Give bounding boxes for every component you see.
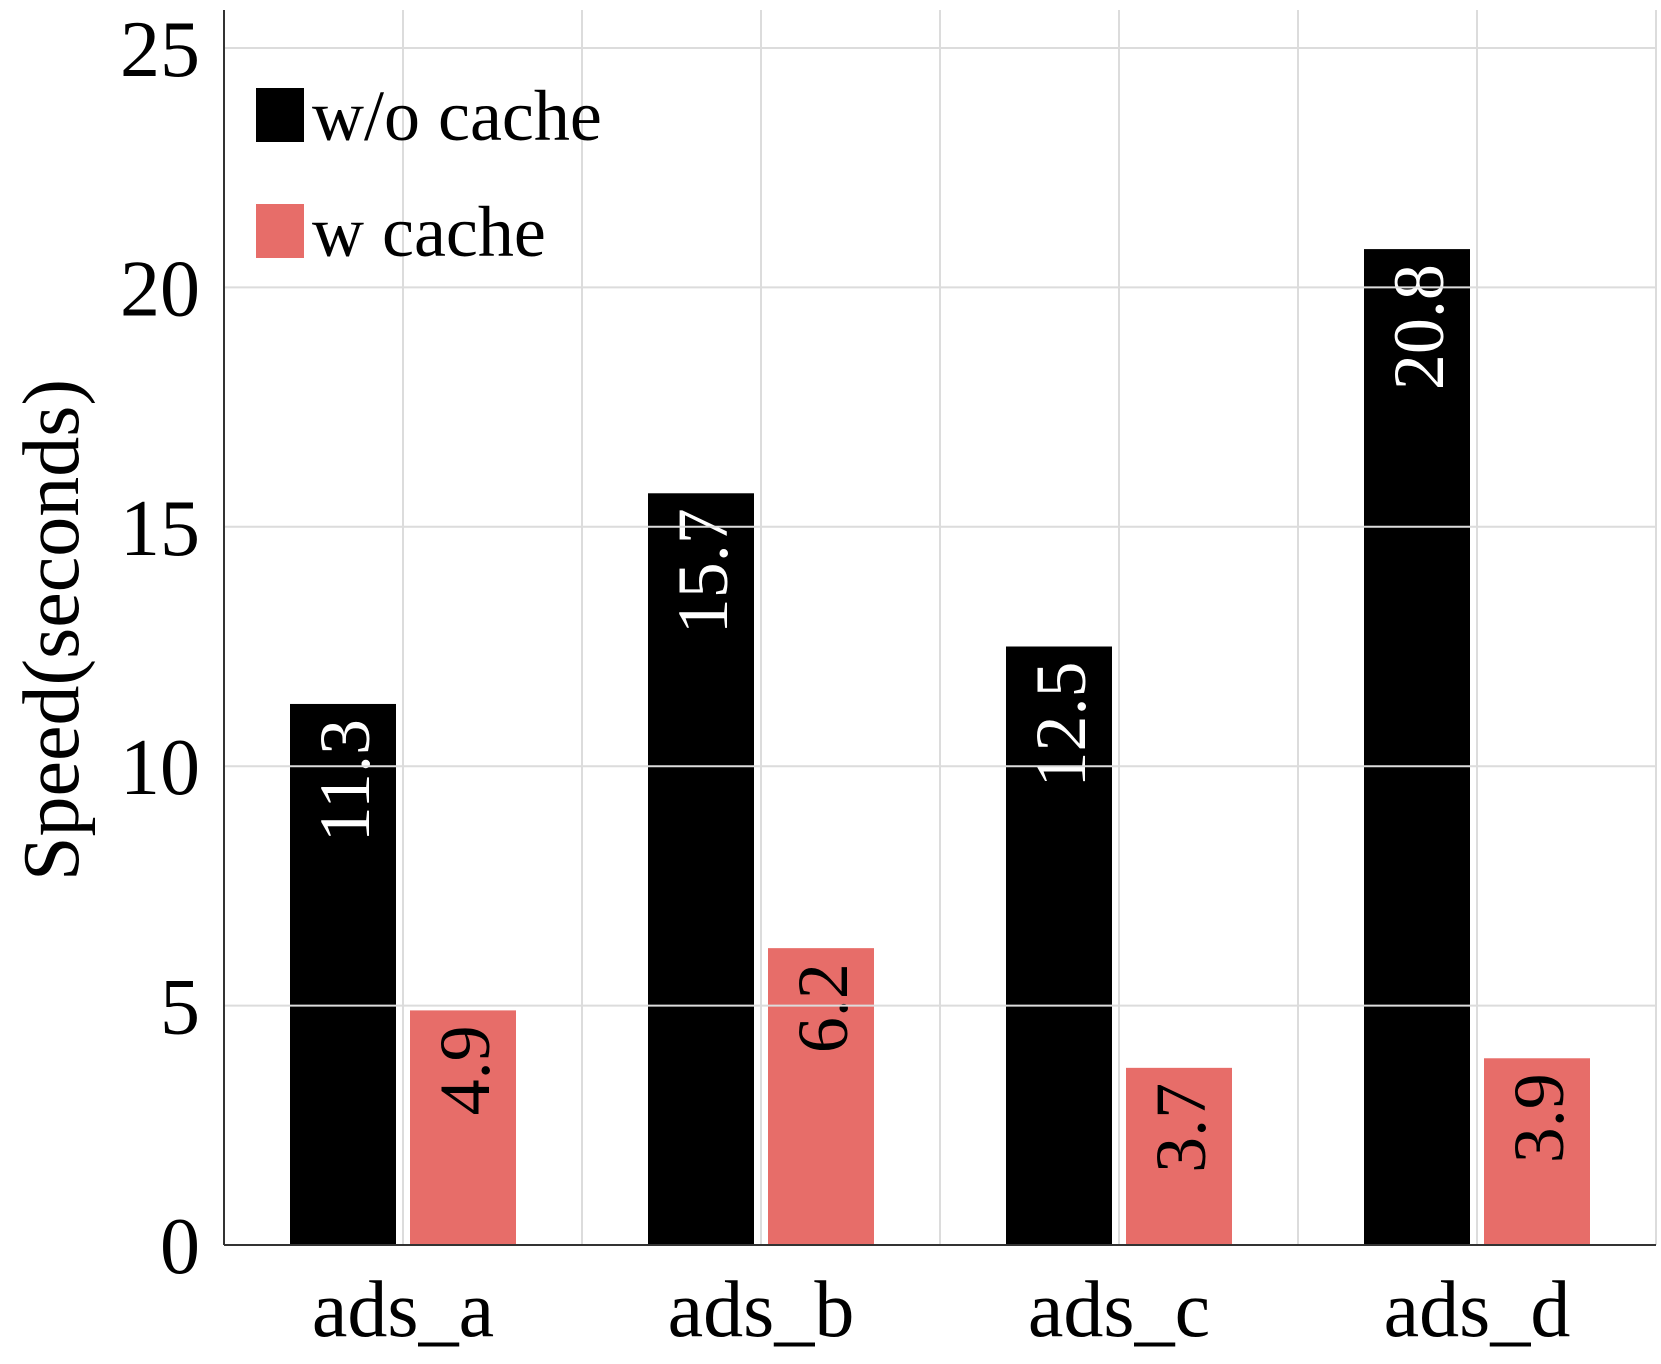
bar-ads_b-with-cache [768,948,874,1245]
data-label: 3.7 [1141,1083,1221,1173]
grid-lines-horizontal [224,47,1656,1007]
bar-ads_b-without-cache [648,493,754,1245]
legend-swatch [256,88,304,142]
bar-ads_a-with-cache [410,1010,516,1245]
data-label: 15.7 [663,508,743,634]
y-tick-label: 25 [120,6,200,94]
bar-ads_c-with-cache [1126,1067,1232,1245]
y-axis-label: Speed(seconds) [8,379,96,881]
y-tick-label: 0 [160,1203,200,1291]
bar-ads_c-without-cache [1006,646,1112,1245]
data-label: 11.3 [305,719,385,842]
legend-swatch [256,204,304,258]
data-label: 12.5 [1021,662,1101,788]
data-label: 6.2 [783,963,863,1053]
bar-ads_d-with-cache [1484,1058,1590,1245]
x-tick-label: ads_b [668,1266,855,1354]
y-tick-label: 5 [160,964,200,1052]
x-tick-label: ads_a [312,1266,494,1354]
data-label: 4.9 [425,1025,505,1115]
x-tick-label: ads_c [1028,1266,1210,1354]
y-tick-label: 15 [120,485,200,573]
x-tick-label: ads_d [1384,1266,1571,1354]
data-label: 20.8 [1379,264,1459,390]
grid-lines [402,10,1657,1245]
legend-label: w cache [312,192,546,272]
bar-ads_a-without-cache [290,703,396,1245]
y-tick-label: 10 [120,724,200,812]
legend: w/o cache w cache [256,76,602,272]
y-tick-label: 20 [120,245,200,333]
tick-labels: 0 5 10 15 20 25 ads_a ads_b ads_c ads_d [120,6,1570,1354]
bar-ads_d-without-cache [1364,249,1470,1245]
axes [223,10,1656,1246]
data-label: 3.9 [1499,1073,1579,1163]
bars: 11.3 15.7 12.5 20.8 4.9 6.2 3.7 3.9 [290,249,1590,1245]
legend-label: w/o cache [312,76,602,156]
